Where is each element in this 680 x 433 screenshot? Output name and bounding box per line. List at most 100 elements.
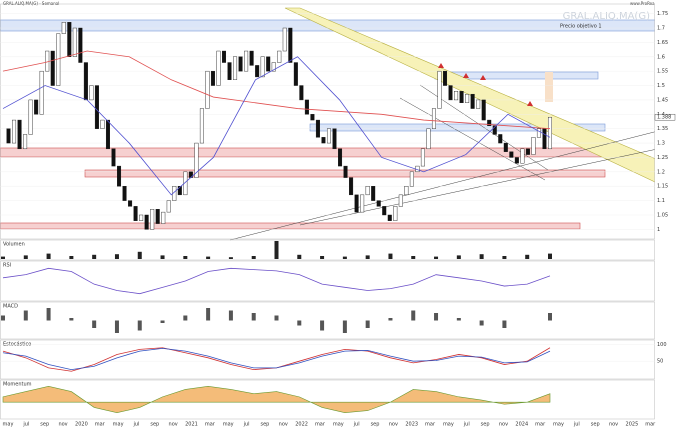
x-tick-label: may	[553, 422, 564, 428]
candle	[150, 209, 155, 230]
bar	[479, 254, 484, 259]
candle	[67, 22, 72, 57]
bar	[342, 320, 347, 333]
candle	[50, 50, 55, 86]
bar	[69, 256, 74, 259]
candle	[133, 206, 138, 221]
candle	[17, 119, 22, 150]
candle	[420, 148, 425, 167]
bar	[548, 313, 552, 321]
candle	[12, 119, 17, 144]
bar	[525, 254, 530, 259]
annotation: Precio objetivo 1	[560, 24, 602, 30]
candle	[520, 148, 525, 164]
x-tick-label: may	[443, 422, 454, 428]
x-tick-label: may	[333, 422, 344, 428]
bar	[297, 254, 302, 259]
marker	[438, 63, 444, 68]
candle	[304, 99, 309, 115]
candle	[498, 134, 503, 144]
y-tick-label: 1.75	[657, 11, 668, 17]
candle	[531, 137, 536, 155]
panel-title: MACD	[3, 304, 18, 310]
zone	[0, 147, 606, 158]
x-tick-label: mar	[95, 422, 106, 428]
x-tick-label: nov	[499, 422, 508, 428]
candle	[144, 214, 149, 230]
bar	[1, 315, 5, 321]
y-tick-label: 50	[657, 359, 663, 365]
candle	[288, 27, 293, 63]
candle	[222, 50, 227, 63]
bar	[206, 256, 211, 259]
panel-frame	[0, 301, 655, 340]
marker	[480, 75, 486, 80]
candle	[465, 93, 470, 104]
bar	[434, 313, 439, 321]
candle	[332, 128, 337, 150]
candle	[249, 50, 254, 66]
last-price-box	[654, 113, 676, 121]
bar	[69, 318, 74, 321]
y-tick-label: 1	[657, 227, 660, 233]
candle	[238, 56, 243, 72]
candle	[78, 27, 83, 63]
bar	[388, 318, 393, 321]
panel-title: Estocástico	[3, 341, 31, 348]
x-tick-label: 2020	[75, 422, 88, 428]
candle	[205, 70, 210, 109]
trend-line	[399, 97, 546, 181]
bar	[365, 255, 370, 259]
candle	[354, 194, 359, 213]
bar	[479, 320, 484, 326]
x-tick-label: jul	[22, 422, 29, 428]
candle	[492, 125, 497, 135]
panel-title: Volumen	[3, 242, 25, 248]
candle	[404, 186, 409, 196]
candle	[487, 119, 492, 127]
candle	[459, 91, 464, 104]
bar	[297, 320, 302, 326]
last-price: 1.388	[657, 115, 671, 121]
candle	[514, 157, 519, 164]
bar	[456, 255, 461, 259]
candle	[227, 62, 232, 80]
panel-frame	[0, 239, 655, 261]
candle	[6, 128, 11, 144]
candle	[139, 214, 144, 221]
y-tick-label: 1.1	[657, 198, 665, 204]
bar	[320, 320, 325, 331]
moving-average	[2, 50, 551, 130]
bar	[502, 256, 507, 259]
bar	[434, 256, 439, 259]
candle	[89, 85, 94, 101]
candle	[393, 206, 398, 221]
bar	[502, 320, 507, 328]
bar	[114, 320, 119, 333]
candle	[244, 50, 249, 72]
y-tick-label: 1.6	[657, 54, 665, 60]
bar	[251, 313, 256, 321]
candle	[503, 142, 508, 152]
candle	[437, 70, 442, 109]
y-tick-label: 1.3	[657, 141, 665, 147]
line	[2, 347, 551, 370]
candle	[277, 50, 282, 63]
watermark: GRAL.ALIQ.MA(G)	[563, 11, 650, 22]
y-tick-label: 1.05	[657, 212, 668, 218]
bar	[251, 256, 256, 259]
y-tick-label: 1.15	[657, 184, 668, 190]
x-tick-label: 2022	[295, 422, 308, 428]
y-tick-label: 1.5	[657, 83, 665, 89]
bar	[183, 315, 188, 321]
x-tick-label: nov	[389, 422, 398, 428]
candle	[476, 99, 481, 109]
candle	[216, 50, 221, 86]
candle	[266, 56, 271, 72]
marker	[527, 101, 533, 106]
candle	[210, 70, 215, 86]
trend-line	[229, 129, 663, 241]
bar	[228, 310, 233, 321]
x-tick-label: mar	[645, 422, 656, 428]
